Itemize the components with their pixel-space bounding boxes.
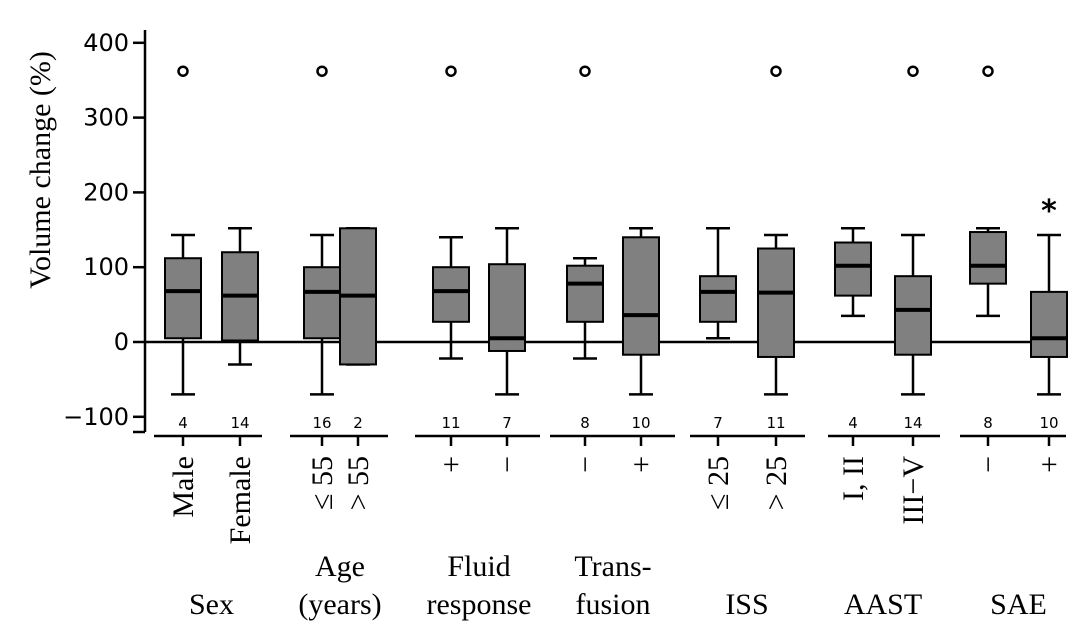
sample-size-label: 14	[903, 414, 922, 432]
significance-marker: *	[1041, 194, 1057, 229]
category-label: −	[491, 456, 524, 473]
y-tick-label: 200	[83, 178, 129, 206]
category-label: +	[1033, 456, 1066, 473]
group-label: Sex	[189, 588, 234, 621]
sample-size-label: 4	[178, 414, 188, 432]
group-label: fusion	[576, 588, 651, 621]
category-label: ≤ 55	[306, 456, 339, 510]
group-label: (years)	[298, 588, 381, 621]
category-label: Male	[167, 456, 200, 518]
group-label: ISS	[725, 588, 768, 621]
box-iqr	[164, 257, 202, 340]
group-label: response	[427, 588, 532, 621]
category-label: +	[625, 456, 658, 473]
sample-size-label: 11	[441, 414, 460, 432]
y-tick-label: 100	[83, 253, 129, 281]
category-label: > 55	[342, 456, 375, 510]
group-label: Trans-	[574, 550, 651, 583]
sample-size-label: 7	[502, 414, 512, 432]
category-label: −	[569, 456, 602, 473]
category-label: −	[972, 456, 1005, 473]
group-label: Age	[315, 550, 365, 583]
box-iqr	[432, 266, 470, 323]
outlier-point	[316, 65, 328, 77]
label-layer: 4 Male 14 Female Sex 16 ≤ 55 2 > 55 Age (years) 11 +…	[167, 414, 1066, 621]
sample-size-label: 10	[1039, 414, 1058, 432]
category-label: III−V	[897, 456, 930, 525]
sample-size-label: 14	[230, 414, 249, 432]
box-iqr	[566, 264, 604, 323]
sample-size-label: 8	[983, 414, 993, 432]
y-tick-label: 0	[114, 328, 129, 356]
box-layer: *	[164, 65, 1068, 396]
category-label: +	[435, 456, 468, 473]
outlier-point	[982, 65, 994, 77]
outlier-point	[445, 65, 457, 77]
box-iqr	[834, 241, 872, 297]
box-iqr	[757, 247, 795, 358]
sample-size-label: 10	[631, 414, 650, 432]
box-iqr	[622, 236, 660, 356]
category-label: > 25	[760, 456, 793, 510]
sample-size-label: 11	[766, 414, 785, 432]
box-iqr	[1030, 290, 1068, 358]
y-tick-label: −100	[63, 403, 129, 431]
group-label: SAE	[990, 588, 1047, 621]
y-axis-label: Volume change (%)	[24, 51, 57, 289]
category-label: I, II	[837, 456, 870, 501]
outlier-point	[907, 65, 919, 77]
outlier-point	[177, 65, 189, 77]
box-iqr	[969, 231, 1007, 285]
sample-size-label: 4	[848, 414, 858, 432]
category-label: ≤ 25	[702, 456, 735, 510]
category-label: Female	[224, 456, 257, 544]
outlier-point	[770, 65, 782, 77]
box-iqr	[699, 275, 737, 323]
outlier-point	[579, 65, 591, 77]
sample-size-label: 2	[353, 414, 363, 432]
sample-size-label: 7	[713, 414, 723, 432]
group-label: Fluid	[447, 550, 510, 583]
axis-layer: −100 0 100 200 300 400 Volume change (%)	[24, 29, 1066, 446]
sample-size-label: 8	[580, 414, 590, 432]
y-tick-label: 400	[83, 29, 129, 57]
box-iqr	[303, 266, 341, 340]
group-label: AAST	[844, 588, 922, 621]
y-tick-label: 300	[83, 104, 129, 132]
box-iqr	[894, 275, 932, 356]
sample-size-label: 16	[312, 414, 331, 432]
